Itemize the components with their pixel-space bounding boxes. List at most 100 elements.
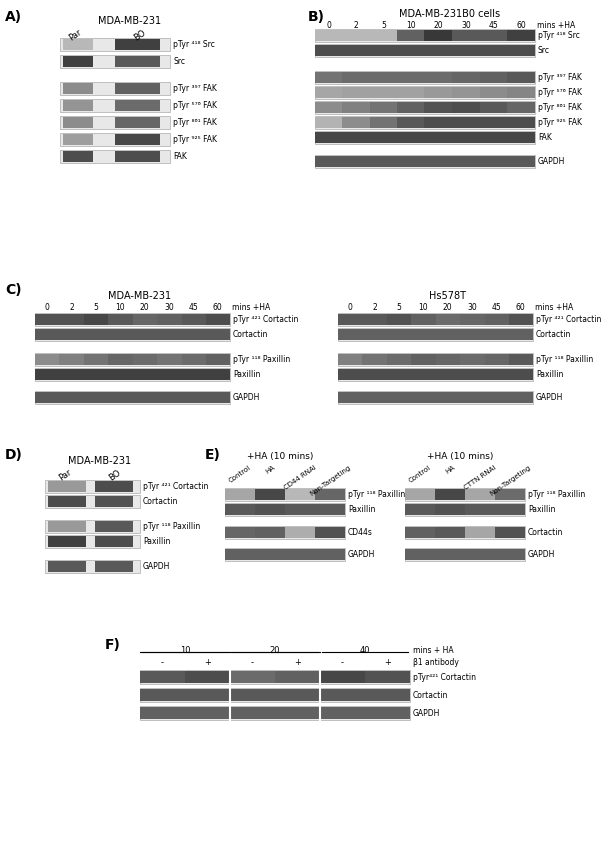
FancyBboxPatch shape (35, 313, 230, 326)
FancyBboxPatch shape (338, 354, 362, 365)
FancyBboxPatch shape (140, 689, 185, 701)
Text: B): B) (308, 10, 325, 24)
FancyBboxPatch shape (495, 489, 525, 500)
FancyBboxPatch shape (365, 707, 410, 719)
FancyBboxPatch shape (133, 369, 157, 380)
FancyBboxPatch shape (255, 549, 285, 560)
FancyBboxPatch shape (365, 671, 410, 683)
Text: 0: 0 (326, 21, 331, 30)
FancyBboxPatch shape (115, 56, 160, 67)
FancyBboxPatch shape (230, 671, 275, 683)
FancyBboxPatch shape (362, 369, 387, 380)
Text: Hs578T: Hs578T (429, 291, 467, 301)
Text: pTyr ¹¹⁸ Paxillin: pTyr ¹¹⁸ Paxillin (348, 490, 405, 499)
FancyBboxPatch shape (315, 131, 535, 144)
FancyBboxPatch shape (397, 87, 424, 98)
FancyBboxPatch shape (465, 527, 495, 538)
Text: pTyr ⁵⁷⁶ FAK: pTyr ⁵⁷⁶ FAK (538, 88, 582, 97)
FancyBboxPatch shape (342, 132, 370, 143)
FancyBboxPatch shape (387, 314, 411, 325)
FancyBboxPatch shape (397, 132, 424, 143)
FancyBboxPatch shape (411, 314, 436, 325)
FancyBboxPatch shape (140, 706, 410, 720)
FancyBboxPatch shape (157, 369, 182, 380)
FancyBboxPatch shape (315, 117, 342, 128)
FancyBboxPatch shape (48, 561, 86, 572)
FancyBboxPatch shape (63, 151, 93, 162)
FancyBboxPatch shape (315, 86, 535, 99)
Text: +: + (204, 658, 211, 667)
FancyBboxPatch shape (45, 495, 140, 508)
FancyBboxPatch shape (397, 45, 424, 56)
FancyBboxPatch shape (362, 354, 387, 365)
FancyBboxPatch shape (35, 369, 59, 380)
FancyBboxPatch shape (315, 527, 345, 538)
FancyBboxPatch shape (206, 314, 230, 325)
FancyBboxPatch shape (370, 102, 397, 113)
FancyBboxPatch shape (35, 354, 59, 365)
FancyBboxPatch shape (435, 504, 465, 515)
Text: MDA-MB-231: MDA-MB-231 (68, 456, 132, 466)
FancyBboxPatch shape (452, 102, 480, 113)
FancyBboxPatch shape (182, 314, 206, 325)
FancyBboxPatch shape (405, 503, 525, 516)
FancyBboxPatch shape (405, 527, 435, 538)
FancyBboxPatch shape (509, 392, 533, 403)
FancyBboxPatch shape (397, 156, 424, 167)
FancyBboxPatch shape (315, 549, 345, 560)
Text: mins +HA: mins +HA (537, 21, 575, 30)
FancyBboxPatch shape (509, 314, 533, 325)
FancyBboxPatch shape (338, 391, 533, 404)
FancyBboxPatch shape (460, 354, 485, 365)
Text: 2: 2 (69, 303, 74, 312)
FancyBboxPatch shape (315, 44, 535, 57)
FancyBboxPatch shape (255, 504, 285, 515)
FancyBboxPatch shape (48, 521, 86, 532)
Text: 45: 45 (489, 21, 498, 30)
FancyBboxPatch shape (338, 353, 533, 366)
FancyBboxPatch shape (108, 392, 133, 403)
FancyBboxPatch shape (157, 329, 182, 340)
FancyBboxPatch shape (60, 38, 170, 51)
Text: CD44 RNAi: CD44 RNAi (283, 464, 317, 491)
FancyBboxPatch shape (424, 132, 452, 143)
Text: 5: 5 (396, 303, 401, 312)
FancyBboxPatch shape (230, 689, 275, 701)
Text: pTyr ⁹²⁵ FAK: pTyr ⁹²⁵ FAK (538, 118, 582, 127)
FancyBboxPatch shape (507, 45, 535, 56)
FancyBboxPatch shape (275, 707, 320, 719)
Text: Src: Src (173, 57, 185, 66)
Text: Cortactin: Cortactin (233, 330, 268, 339)
FancyBboxPatch shape (315, 116, 535, 129)
FancyBboxPatch shape (182, 354, 206, 365)
Text: +: + (384, 658, 391, 667)
FancyBboxPatch shape (60, 150, 170, 163)
FancyBboxPatch shape (315, 87, 342, 98)
Text: 0: 0 (45, 303, 49, 312)
Text: Non-Targeting: Non-Targeting (489, 464, 531, 497)
FancyBboxPatch shape (84, 329, 108, 340)
FancyBboxPatch shape (315, 72, 342, 83)
Text: Cortactin: Cortactin (528, 528, 564, 537)
FancyBboxPatch shape (424, 30, 452, 41)
FancyBboxPatch shape (206, 329, 230, 340)
FancyBboxPatch shape (225, 504, 255, 515)
FancyBboxPatch shape (435, 489, 465, 500)
FancyBboxPatch shape (397, 117, 424, 128)
FancyBboxPatch shape (35, 329, 59, 340)
FancyBboxPatch shape (95, 561, 133, 572)
FancyBboxPatch shape (133, 329, 157, 340)
Text: 30: 30 (461, 21, 471, 30)
FancyBboxPatch shape (342, 72, 370, 83)
FancyBboxPatch shape (157, 314, 182, 325)
FancyBboxPatch shape (315, 30, 342, 41)
Text: pTyr ¹¹⁸ Paxillin: pTyr ¹¹⁸ Paxillin (536, 355, 594, 364)
Text: GAPDH: GAPDH (413, 708, 440, 717)
FancyBboxPatch shape (387, 354, 411, 365)
FancyBboxPatch shape (338, 329, 362, 340)
FancyBboxPatch shape (370, 87, 397, 98)
Text: pTyr ⁵⁷⁶ FAK: pTyr ⁵⁷⁶ FAK (173, 101, 217, 110)
FancyBboxPatch shape (63, 56, 93, 67)
FancyBboxPatch shape (95, 496, 133, 507)
FancyBboxPatch shape (507, 132, 535, 143)
